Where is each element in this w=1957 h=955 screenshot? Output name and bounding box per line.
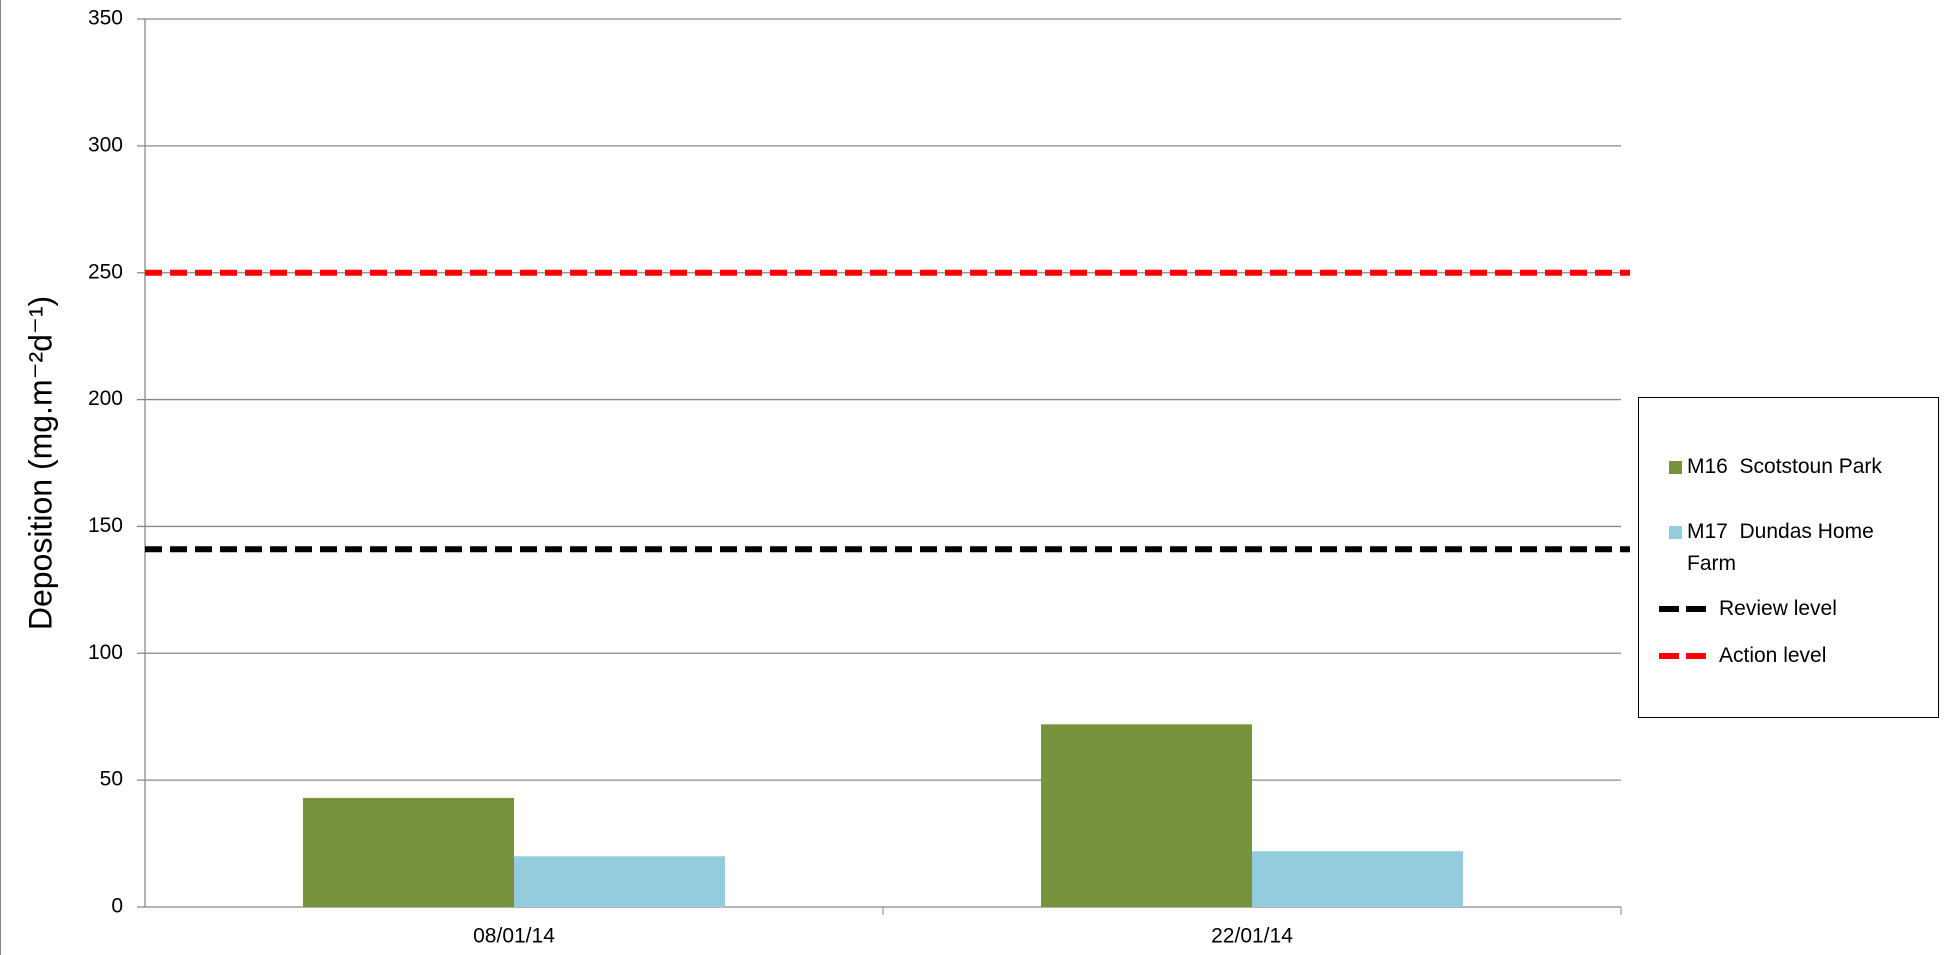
legend-label: M17 Dundas Home Farm bbox=[1687, 520, 1880, 575]
y-tick-label: 50 bbox=[100, 768, 123, 791]
legend: M16 Scotstoun Park M17 Dundas Home Farm Re… bbox=[1638, 397, 1939, 718]
x-tick-label: 08/01/14 bbox=[473, 925, 555, 948]
legend-item: M16 Scotstoun Park bbox=[1659, 451, 1897, 483]
y-tick-label: 150 bbox=[88, 514, 123, 537]
y-tick-label: 350 bbox=[88, 7, 123, 30]
y-tick-label: 250 bbox=[88, 260, 123, 283]
bar bbox=[514, 856, 725, 907]
legend-item: Action level bbox=[1659, 640, 1939, 672]
legend-swatch bbox=[1659, 653, 1713, 659]
x-tick-label: 22/01/14 bbox=[1211, 925, 1293, 948]
legend-item: Review level bbox=[1659, 593, 1939, 625]
y-tick-label: 0 bbox=[111, 895, 123, 918]
bar bbox=[1041, 724, 1252, 907]
legend-swatch bbox=[1659, 606, 1713, 612]
legend-swatch bbox=[1669, 461, 1682, 474]
y-axis-label: Deposition (mg.m⁻²d⁻¹) bbox=[22, 296, 58, 630]
y-tick-label: 300 bbox=[88, 133, 123, 156]
legend-label: M16 Scotstoun Park bbox=[1687, 455, 1882, 478]
y-tick-label: 200 bbox=[88, 387, 123, 410]
legend-item: M17 Dundas Home Farm bbox=[1659, 516, 1897, 580]
legend-swatch bbox=[1669, 526, 1682, 539]
legend-label: Review level bbox=[1719, 597, 1837, 620]
legend-label: Action level bbox=[1719, 644, 1827, 667]
y-tick-label: 100 bbox=[88, 641, 123, 664]
bar bbox=[303, 797, 514, 907]
bar bbox=[1252, 851, 1463, 907]
